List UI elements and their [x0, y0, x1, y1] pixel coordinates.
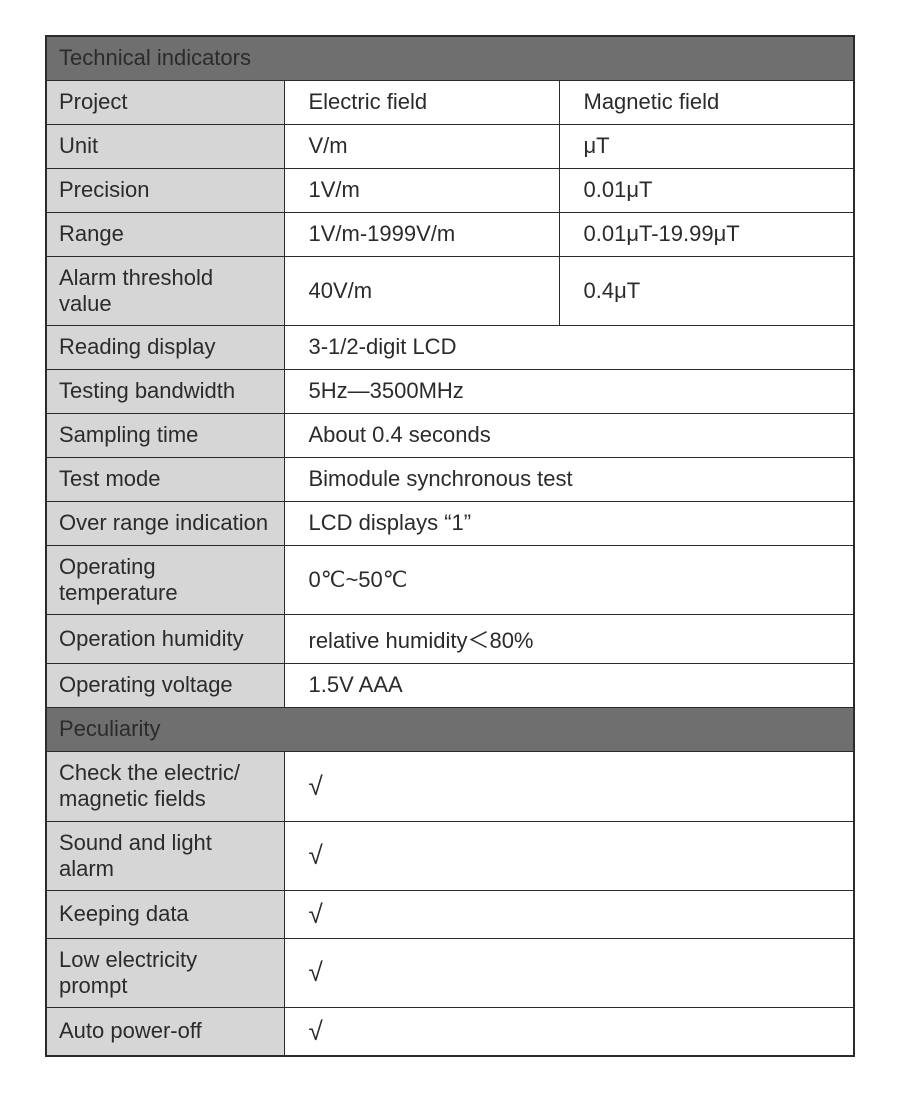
over-range-value: LCD displays “1”: [284, 501, 854, 545]
unit-electric: V/m: [284, 124, 559, 168]
table-row: Sampling time About 0.4 seconds: [46, 413, 854, 457]
table-row: Auto power-off √: [46, 1007, 854, 1056]
keeping-data-check: √: [284, 890, 854, 938]
range-electric: 1V/m-1999V/m: [284, 212, 559, 256]
row-label: Testing bandwidth: [46, 369, 284, 413]
section-header-row: Peculiarity: [46, 707, 854, 751]
alarm-electric: 40V/m: [284, 256, 559, 325]
sound-light-check: √: [284, 821, 854, 890]
table-row: Testing bandwidth 5Hz—3500MHz: [46, 369, 854, 413]
table-row: Keeping data √: [46, 890, 854, 938]
row-label: Auto power-off: [46, 1007, 284, 1056]
precision-electric: 1V/m: [284, 168, 559, 212]
row-label: Operating temperature: [46, 545, 284, 614]
unit-magnetic: μT: [559, 124, 854, 168]
row-label: Low electricity prompt: [46, 938, 284, 1007]
operating-voltage-value: 1.5V AAA: [284, 663, 854, 707]
magnetic-field-header: Magnetic field: [559, 80, 854, 124]
table-row: Project Electric field Magnetic field: [46, 80, 854, 124]
checkmark-icon: √: [309, 899, 323, 929]
row-label: Operation humidity: [46, 614, 284, 663]
row-label: Alarm threshold value: [46, 256, 284, 325]
electric-field-header: Electric field: [284, 80, 559, 124]
row-label: Test mode: [46, 457, 284, 501]
table-row: Low electricity prompt √: [46, 938, 854, 1007]
testing-bandwidth-value: 5Hz—3500MHz: [284, 369, 854, 413]
precision-magnetic: 0.01μT: [559, 168, 854, 212]
table-row: Reading display 3-1/2-digit LCD: [46, 325, 854, 369]
checkmark-icon: √: [309, 957, 323, 987]
low-electricity-check: √: [284, 938, 854, 1007]
row-label: Sampling time: [46, 413, 284, 457]
row-label: Range: [46, 212, 284, 256]
section-header-row: Technical indicators: [46, 36, 854, 80]
check-fields-check: √: [284, 751, 854, 821]
table-row: Check the electric/ magnetic fields √: [46, 751, 854, 821]
table-row: Alarm threshold value 40V/m 0.4μT: [46, 256, 854, 325]
table-row: Operating temperature 0℃~50℃: [46, 545, 854, 614]
range-magnetic: 0.01μT-19.99μT: [559, 212, 854, 256]
table-row: Test mode Bimodule synchronous test: [46, 457, 854, 501]
row-label: Precision: [46, 168, 284, 212]
table-row: Over range indication LCD displays “1”: [46, 501, 854, 545]
row-label: Sound and light alarm: [46, 821, 284, 890]
checkmark-icon: √: [309, 771, 323, 801]
table-row: Operating voltage 1.5V AAA: [46, 663, 854, 707]
peculiarity-header: Peculiarity: [46, 707, 854, 751]
checkmark-icon: √: [309, 840, 323, 870]
row-label: Check the electric/ magnetic fields: [46, 751, 284, 821]
table-row: Precision 1V/m 0.01μT: [46, 168, 854, 212]
operation-humidity-value: relative humidity＜80%: [284, 614, 854, 663]
technical-indicators-header: Technical indicators: [46, 36, 854, 80]
table-row: Unit V/m μT: [46, 124, 854, 168]
checkmark-icon: √: [309, 1016, 323, 1046]
row-label: Reading display: [46, 325, 284, 369]
auto-poweroff-check: √: [284, 1007, 854, 1056]
table-row: Sound and light alarm √: [46, 821, 854, 890]
alarm-magnetic: 0.4μT: [559, 256, 854, 325]
specifications-table: Technical indicators Project Electric fi…: [45, 35, 855, 1057]
test-mode-value: Bimodule synchronous test: [284, 457, 854, 501]
table-row: Range 1V/m-1999V/m 0.01μT-19.99μT: [46, 212, 854, 256]
row-label: Keeping data: [46, 890, 284, 938]
table-row: Operation humidity relative humidity＜80%: [46, 614, 854, 663]
operating-temp-value: 0℃~50℃: [284, 545, 854, 614]
reading-display-value: 3-1/2-digit LCD: [284, 325, 854, 369]
sampling-time-value: About 0.4 seconds: [284, 413, 854, 457]
row-label: Unit: [46, 124, 284, 168]
row-label: Project: [46, 80, 284, 124]
row-label: Over range indication: [46, 501, 284, 545]
row-label: Operating voltage: [46, 663, 284, 707]
